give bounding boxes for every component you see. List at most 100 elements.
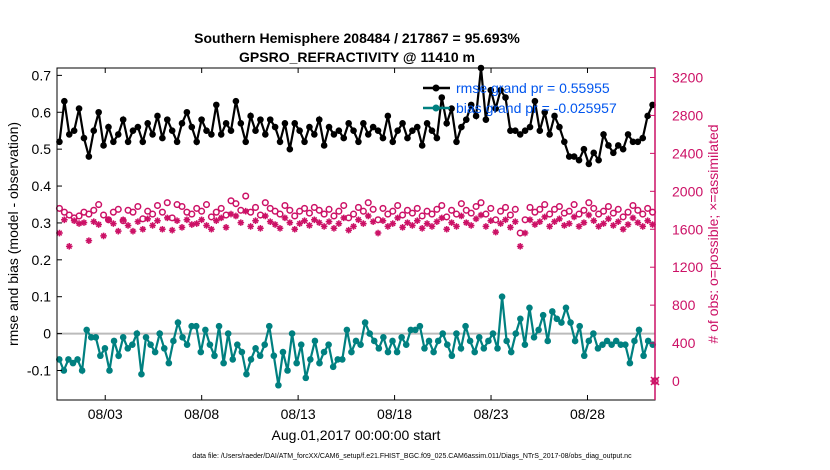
possible-marker	[590, 204, 598, 212]
possible-marker	[85, 210, 93, 218]
possible-marker	[163, 199, 171, 207]
possible-marker	[212, 208, 220, 216]
data-point	[325, 341, 332, 348]
possible-marker	[95, 201, 103, 209]
data-point	[374, 127, 382, 135]
data-point	[399, 120, 406, 127]
assimilated-marker	[296, 220, 303, 227]
assimilated-marker	[619, 225, 627, 233]
data-point	[97, 352, 104, 360]
data-point	[407, 326, 415, 334]
possible-marker	[247, 208, 255, 216]
data-point	[402, 341, 410, 348]
data-point	[296, 127, 303, 135]
assimilated-marker	[413, 217, 421, 225]
data-point	[271, 123, 279, 131]
assimilated-marker	[129, 227, 137, 235]
data-point	[302, 374, 310, 382]
data-point	[453, 330, 460, 337]
data-point	[320, 348, 328, 356]
data-point	[179, 333, 186, 341]
assimilated-marker	[374, 229, 382, 237]
y2-axis-label: # of obs: o=possible; ×=assimilated	[705, 124, 721, 343]
data-point	[160, 345, 168, 352]
data-point	[389, 138, 397, 146]
assimilated-marker	[65, 243, 73, 250]
x-tick-label: 08/08	[184, 406, 219, 422]
data-point	[360, 120, 367, 127]
x-tick-label: 08/18	[377, 406, 412, 422]
assimilated-marker	[198, 216, 205, 224]
data-point	[217, 131, 225, 138]
assimilated-marker	[649, 221, 656, 228]
data-point	[243, 370, 250, 378]
possible-marker	[614, 205, 622, 213]
assimilated-marker	[423, 220, 431, 227]
data-point	[174, 319, 182, 326]
data-point	[541, 108, 549, 116]
data-point	[352, 337, 360, 345]
data-point	[600, 131, 607, 138]
assimilated-marker	[355, 216, 362, 224]
data-point	[556, 123, 563, 131]
possible-marker	[624, 208, 632, 216]
data-point	[335, 127, 343, 135]
data-point	[535, 326, 542, 334]
possible-marker	[335, 207, 343, 215]
data-point	[188, 123, 196, 131]
data-point	[138, 370, 145, 378]
data-point	[159, 134, 166, 142]
assimilated-marker	[428, 223, 436, 230]
data-point	[74, 356, 81, 363]
data-point	[384, 112, 392, 120]
legend-marker-rmse	[432, 84, 440, 92]
data-point	[521, 341, 529, 348]
plot-area	[57, 68, 655, 400]
assimilated-marker	[379, 217, 387, 225]
possible-marker	[501, 203, 510, 211]
possible-marker	[467, 209, 475, 217]
possible-marker	[207, 213, 215, 221]
possible-marker	[604, 202, 612, 211]
data-point	[70, 127, 78, 135]
data-point	[142, 333, 150, 341]
y2-tick-label: 400	[672, 335, 696, 351]
assimilated-marker	[556, 215, 563, 223]
data-point	[497, 86, 504, 94]
assimilated-marker	[433, 218, 441, 225]
data-point	[345, 120, 352, 127]
assimilated-marker	[237, 219, 245, 226]
data-point	[329, 363, 337, 371]
data-point	[279, 348, 287, 356]
assimilated-marker	[56, 229, 63, 237]
possible-marker	[188, 210, 196, 218]
assimilated-marker	[610, 222, 617, 229]
data-point	[590, 149, 598, 157]
assimilated-marker	[90, 218, 98, 225]
data-point	[139, 138, 147, 146]
assimilated-marker	[315, 219, 323, 226]
data-point	[286, 145, 294, 153]
data-point	[343, 326, 351, 334]
data-point	[276, 138, 284, 146]
data-point	[421, 345, 428, 352]
possible-marker	[580, 206, 588, 214]
data-point	[149, 131, 156, 138]
data-point	[306, 123, 313, 131]
data-point	[457, 345, 465, 352]
data-point	[467, 101, 475, 109]
data-point	[124, 345, 132, 352]
data-point	[489, 330, 497, 337]
data-point	[649, 101, 656, 109]
possible-marker	[129, 208, 137, 216]
data-point	[119, 333, 127, 341]
possible-marker	[369, 205, 377, 213]
data-point	[369, 123, 377, 131]
assimilated-marker	[590, 217, 598, 225]
data-point	[370, 337, 378, 345]
possible-marker	[232, 200, 240, 208]
legend-marker-bias	[432, 104, 440, 112]
data-point	[203, 127, 210, 135]
possible-marker	[75, 212, 83, 220]
possible-marker	[305, 209, 313, 217]
